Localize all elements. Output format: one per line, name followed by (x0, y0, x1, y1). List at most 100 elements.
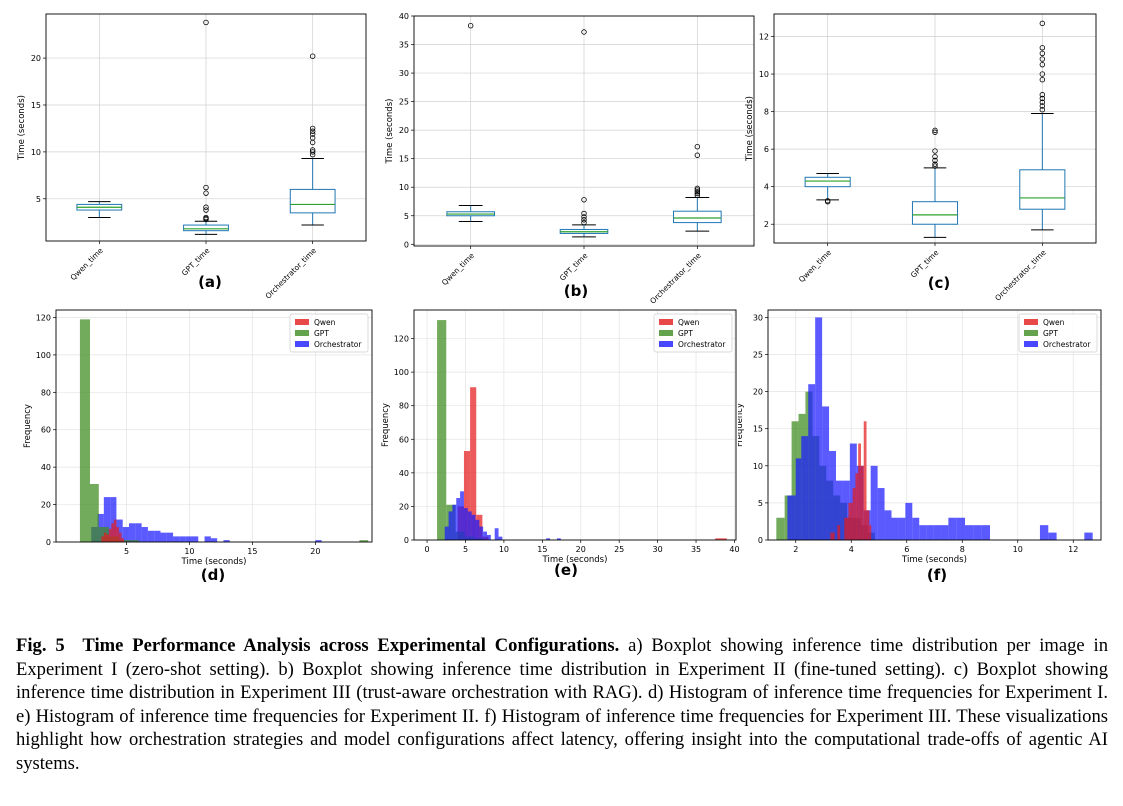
outlier-point (694, 143, 701, 150)
histogram-bar-orchestrator (103, 497, 111, 542)
x-axis-label: Time (seconds) (901, 555, 967, 565)
histogram-bar-orchestrator (1039, 525, 1049, 540)
plot-frame (45, 13, 367, 242)
y-tick-label: 12 (759, 33, 769, 42)
x-tick-label: 4 (849, 545, 854, 554)
histogram-bar-qwen (118, 532, 122, 542)
histogram-bar-orchestrator (498, 536, 503, 540)
outlier-point (581, 214, 587, 220)
histogram-bar-orchestrator (933, 525, 941, 540)
histogram-bar-orchestrator (147, 530, 155, 542)
x-tick-label: 10 (1013, 545, 1023, 554)
box-iqr (289, 188, 336, 214)
histogram-bar-qwen (113, 519, 117, 542)
y-tick-label: 35 (399, 41, 409, 50)
histogram-bar-orchestrator (448, 511, 453, 540)
histogram-bar-orchestrator (210, 538, 218, 542)
histogram-bar-qwen (463, 451, 471, 540)
histogram-bar-orchestrator (471, 514, 476, 540)
histogram-experiment-1: 0 20 40 60 80 100 120 5 10 15 20 Time (seconds) Qwen… (23, 309, 373, 584)
outlier-point (1039, 71, 1046, 77)
histogram-bar-orchestrator (965, 525, 974, 540)
y-tick-label: 80 (41, 388, 51, 397)
x-tick-label: 8 (960, 545, 965, 554)
outlier-point (309, 53, 316, 59)
y-tick-label: 20 (31, 54, 41, 63)
figure-caption: Fig. 5 Time Performance Analysis across … (16, 634, 1108, 776)
histogram-bar-qwen (476, 514, 483, 540)
outlier-point (309, 149, 316, 155)
x-tick-label: Orchestrator_time (648, 251, 703, 306)
legend-swatch-gpt (659, 330, 673, 336)
histogram-bar-orchestrator (460, 491, 464, 540)
histogram-bar-orchestrator (919, 525, 927, 540)
outlier-point (1039, 92, 1046, 98)
y-tick-label: 0 (46, 538, 51, 547)
y-axis-label: Time (seconds) (745, 96, 755, 162)
box-iqr (911, 201, 959, 225)
histogram-bar-orchestrator (787, 495, 796, 540)
outlier-point (203, 214, 209, 221)
x-tick-label: 5 (463, 545, 468, 554)
histogram-bar-orchestrator (494, 528, 499, 540)
outlier-point (581, 219, 587, 226)
y-tick-label: 40 (399, 12, 409, 21)
y-axis-label: Time (seconds) (385, 99, 395, 165)
y-tick-label: 80 (399, 402, 409, 411)
legend-swatch-gpt (295, 330, 309, 336)
histogram-bar-orchestrator (956, 517, 966, 540)
outlier-point (581, 210, 587, 217)
x-tick-label: Qwen_time (797, 248, 833, 284)
histogram-bar-orchestrator (973, 525, 982, 540)
histogram-bar-orchestrator (940, 525, 949, 540)
y-tick-label: 40 (399, 469, 409, 478)
histogram-bar-qwen (852, 488, 856, 540)
y-tick-label: 100 (394, 368, 409, 377)
outlier-point (932, 163, 938, 169)
legend-box (1018, 313, 1098, 353)
outlier-point (1039, 20, 1046, 27)
y-tick-label: 20 (399, 126, 409, 135)
histogram-bar-orchestrator (556, 538, 561, 540)
outlier-point (1039, 61, 1046, 68)
histogram-bar-orchestrator (822, 406, 830, 540)
outlier-point (581, 29, 587, 35)
x-tick-label: 10 (499, 545, 509, 554)
y-tick-label: 40 (41, 463, 51, 472)
x-tick-label: 35 (691, 545, 701, 554)
histogram-bar-orchestrator (160, 532, 167, 542)
y-tick-label: 120 (36, 313, 51, 322)
histogram-bar-qwen (830, 532, 835, 540)
x-tick-label: 20 (576, 545, 586, 554)
outlier-point (1039, 76, 1046, 83)
outlier-point (203, 204, 209, 210)
legend-swatch-qwen (295, 319, 309, 325)
legend-swatch-qwen (659, 319, 673, 325)
y-tick-label: 4 (764, 183, 769, 192)
outlier-point (1039, 50, 1046, 57)
histogram-bar-orchestrator (483, 531, 488, 540)
y-tick-label: 10 (759, 70, 769, 79)
outlier-point (694, 187, 701, 193)
y-tick-label: 0 (404, 536, 409, 545)
histogram-bar-orchestrator (981, 525, 990, 540)
x-tick-label: 2 (793, 545, 798, 554)
x-tick-label: 20 (310, 547, 320, 556)
histogram-bar-orchestrator (223, 540, 230, 542)
plot-frame (773, 13, 1097, 244)
histogram-bar-qwen (470, 387, 477, 540)
outlier-point (1039, 107, 1046, 113)
box-iqr (1019, 169, 1066, 210)
box-iqr (673, 210, 722, 224)
y-tick-label: 2 (764, 220, 769, 229)
x-tick-label: Qwen_time (69, 246, 105, 282)
histogram-bar-orchestrator (884, 510, 892, 540)
y-tick-label: 60 (399, 435, 409, 444)
histogram-bar-orchestrator (877, 488, 885, 540)
outlier-point (309, 128, 316, 134)
histogram-bar-gpt (776, 517, 785, 540)
y-tick-label: 6 (764, 145, 769, 154)
outlier-point (932, 161, 938, 167)
histogram-bar-gpt (359, 540, 369, 542)
